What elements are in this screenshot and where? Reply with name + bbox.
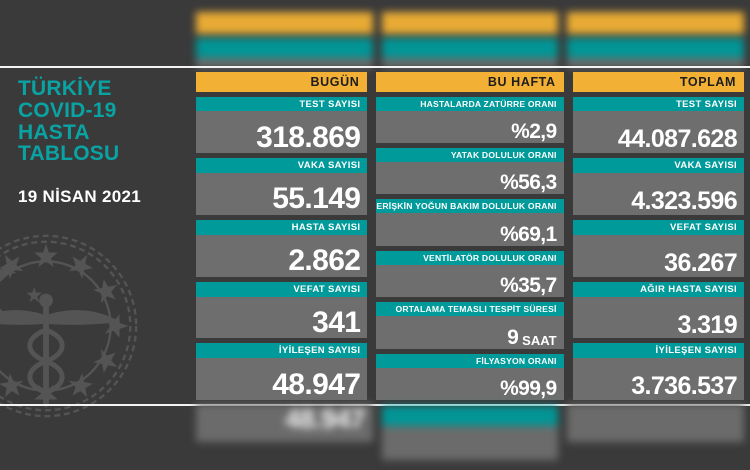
stat-value: %35,7 <box>376 264 564 298</box>
stat-value: %99,9 <box>376 367 564 401</box>
title-block: TÜRKİYE COVID-19 HASTA TABLOSU 19 NİSAN … <box>18 78 188 207</box>
stat-value: 2.862 <box>196 234 368 278</box>
stat-row: İYİLEŞEN SAYISI 3.736.537 <box>572 343 745 401</box>
stat-number: 9 <box>507 325 519 349</box>
stat-row: TEST SAYISI 318.869 <box>196 96 368 154</box>
stat-number: 341 <box>312 305 361 339</box>
stat-value: 341 <box>196 296 368 339</box>
stat-label: HASTALARDA ZATÜRRE ORANI <box>376 96 564 111</box>
stat-number: 36.267 <box>664 248 738 277</box>
stat-value: 9 SAAT <box>376 316 564 349</box>
stat-label: VAKA SAYISI <box>196 158 368 174</box>
stat-value: 48.947 <box>196 358 368 401</box>
stat-number: 48.947 <box>272 367 361 401</box>
stat-row: HASTA SAYISI 2.862 <box>196 219 368 278</box>
stat-row: VENTİLATÖR DOLULUK ORANI %35,7 <box>376 250 564 298</box>
stat-number: %69,1 <box>500 222 557 246</box>
column-header-today: BUGÜN <box>196 72 368 92</box>
bottom-divider-rule <box>0 404 750 406</box>
stat-row: HASTALARDA ZATÜRRE ORANI %2,9 <box>376 96 564 143</box>
report-date: 19 NİSAN 2021 <box>18 187 141 207</box>
column-total: TOPLAM TEST SAYISI 44.087.628 VAKA SAYISI 4.… <box>572 72 745 401</box>
stat-label: VEFAT SAYISI <box>196 281 368 297</box>
stat-value: 3.319 <box>572 296 745 339</box>
stat-row: İYİLEŞEN SAYISI 48.947 <box>196 343 368 401</box>
stat-value: %56,3 <box>376 161 564 195</box>
stat-label: İYİLEŞEN SAYISI <box>572 343 745 359</box>
stat-number: 318.869 <box>256 120 361 154</box>
stat-number: 3.736.537 <box>631 372 738 401</box>
stat-unit: SAAT <box>522 333 557 349</box>
stat-row: VEFAT SAYISI 341 <box>196 281 368 339</box>
blurred-top-strip <box>0 0 750 68</box>
column-rows-today: TEST SAYISI 318.869 VAKA SAYISI 55.149 HASTA… <box>196 96 368 401</box>
stat-number: 55.149 <box>272 182 361 216</box>
column-rows-week: HASTALARDA ZATÜRRE ORANI %2,9 YATAK DOLULU… <box>376 96 564 401</box>
stat-label: TEST SAYISI <box>572 96 745 112</box>
title-line-4: TABLOSU <box>18 142 120 166</box>
stat-value: 4.323.596 <box>572 173 745 216</box>
stat-row: ORTALAMA TEMASLI TESPİT SÜRESİ 9 SAAT <box>376 302 564 349</box>
stat-row: VAKA SAYISI 4.323.596 <box>572 158 745 216</box>
turkish-ministry-of-health-emblem-icon <box>0 228 144 424</box>
stat-number: 4.323.596 <box>631 187 738 216</box>
stat-number: 44.087.628 <box>617 125 738 154</box>
stat-label: HASTA SAYISI <box>196 219 368 235</box>
page-title: TÜRKİYE COVID-19 HASTA TABLOSU <box>18 78 188 165</box>
stat-value: 3.736.537 <box>572 358 745 401</box>
blurred-bottom-strip: 48.947 <box>0 404 750 470</box>
stat-label: AĞIR HASTA SAYISI <box>572 281 745 297</box>
column-header-total: TOPLAM <box>572 72 745 92</box>
stat-number: %2,9 <box>511 119 557 143</box>
stat-label: FİLYASYON ORANI <box>376 353 564 368</box>
top-divider-rule <box>0 66 750 68</box>
column-today: BUGÜN TEST SAYISI 318.869 VAKA SAYISI 55.149… <box>196 72 368 401</box>
stat-number: %35,7 <box>500 274 557 298</box>
stat-row: FİLYASYON ORANI %99,9 <box>376 353 564 401</box>
stat-value: 44.087.628 <box>572 111 745 154</box>
ghost-number: 48.947 <box>285 404 365 434</box>
stat-value: 36.267 <box>572 234 745 277</box>
stat-number: 3.319 <box>677 310 738 339</box>
stat-row: ERİŞKİN YOĞUN BAKIM DOLULUK ORANI %69,1 <box>376 199 564 246</box>
stat-value: %2,9 <box>376 110 564 143</box>
stat-number: %56,3 <box>500 171 557 195</box>
stat-label: YATAK DOLULUK ORANI <box>376 147 564 162</box>
stat-number: %99,9 <box>500 377 557 401</box>
stat-label: ORTALAMA TEMASLI TESPİT SÜRESİ <box>376 302 564 317</box>
stat-label: TEST SAYISI <box>196 96 368 112</box>
column-week: BU HAFTA HASTALARDA ZATÜRRE ORANI %2,9 YATA… <box>376 72 564 401</box>
title-line-1: TÜRKİYE <box>18 77 112 100</box>
stat-number: 2.862 <box>288 244 361 278</box>
stat-row: YATAK DOLULUK ORANI %56,3 <box>376 147 564 195</box>
column-rows-total: TEST SAYISI 44.087.628 VAKA SAYISI 4.323.59… <box>572 96 745 401</box>
stat-row: VAKA SAYISI 55.149 <box>196 158 368 216</box>
stat-label: VAKA SAYISI <box>572 158 745 174</box>
title-line-2: COVID-19 <box>18 98 117 122</box>
stat-label: İYİLEŞEN SAYISI <box>196 343 368 359</box>
stat-label: ERİŞKİN YOĞUN BAKIM DOLULUK ORANI <box>376 199 564 214</box>
stat-row: AĞIR HASTA SAYISI 3.319 <box>572 281 745 339</box>
stat-label: VEFAT SAYISI <box>572 219 745 235</box>
title-line-3: HASTA <box>18 120 90 144</box>
stat-value: %69,1 <box>376 213 564 246</box>
stat-label: VENTİLATÖR DOLULUK ORANI <box>376 250 564 265</box>
stat-value: 55.149 <box>196 173 368 216</box>
stat-row: VEFAT SAYISI 36.267 <box>572 219 745 277</box>
statistics-table: BUGÜN TEST SAYISI 318.869 VAKA SAYISI 55.149… <box>196 72 745 401</box>
column-header-week: BU HAFTA <box>376 72 564 92</box>
stat-row: TEST SAYISI 44.087.628 <box>572 96 745 154</box>
stat-value: 318.869 <box>196 111 368 154</box>
